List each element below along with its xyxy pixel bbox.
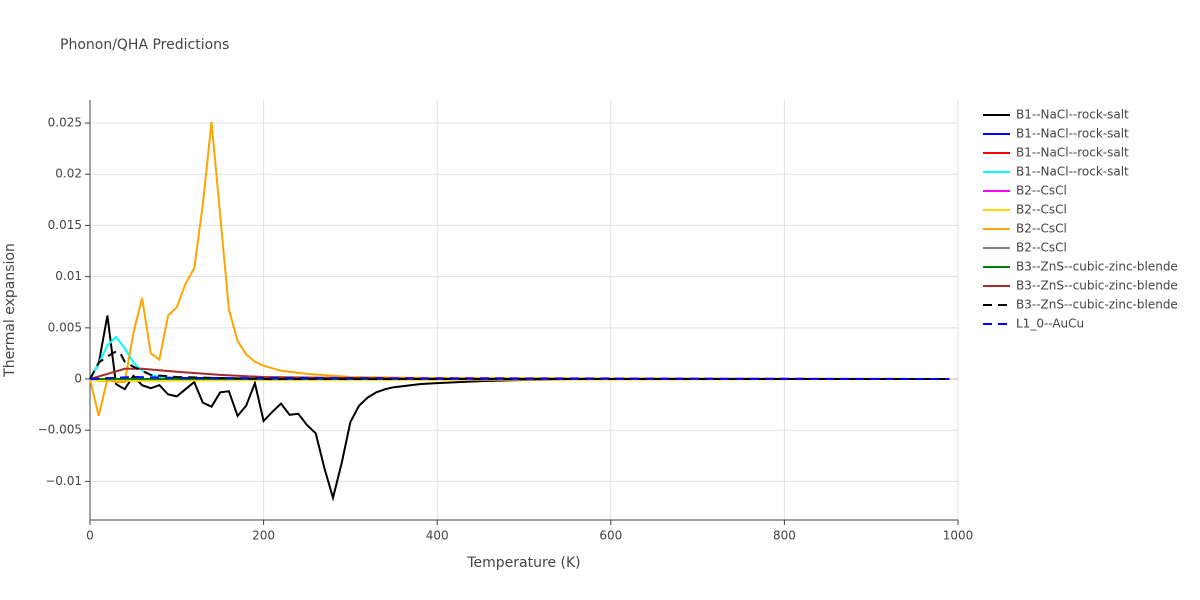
chart-title: Phonon/QHA Predictions [60,37,229,53]
y-tick-label: 0 [74,372,82,386]
x-tick-label: 200 [252,529,275,543]
legend-label: B2--CsCl [1016,241,1067,255]
legend-label: B1--NaCl--rock-salt [1016,146,1129,160]
legend-label: B1--NaCl--rock-salt [1016,165,1129,179]
legend-label: L1_0--AuCu [1016,317,1084,331]
series-line [89,350,950,380]
x-tick-label: 1000 [943,529,974,543]
x-tick-label: 400 [426,529,449,543]
legend-label: B2--CsCl [1016,222,1067,236]
legend-label: B1--NaCl--rock-salt [1016,127,1129,141]
y-tick-label: 0.02 [55,167,82,181]
legend-label: B3--ZnS--cubic-zinc-blende [1016,260,1178,274]
y-tick-label: 0.015 [48,218,82,232]
series-line [89,335,950,380]
x-tick-label: 600 [599,529,622,543]
y-tick-label: 0.025 [48,116,82,130]
y-tick-label: 0.005 [48,320,82,334]
series-line [89,121,950,417]
y-tick-label: −0.005 [38,423,82,437]
y-tick-label: 0.01 [55,269,82,283]
series-line [89,315,950,502]
legend-label: B2--CsCl [1016,203,1067,217]
series-line [89,375,950,380]
legend-label: B3--ZnS--cubic-zinc-blende [1016,298,1178,312]
legend-label: B1--NaCl--rock-salt [1016,108,1129,122]
y-tick-label: −0.01 [45,474,82,488]
x-tick-label: 0 [86,529,94,543]
legend-label: B3--ZnS--cubic-zinc-blende [1016,279,1178,293]
x-tick-label: 800 [773,529,796,543]
x-axis-title: Temperature (K) [466,555,580,571]
legend-label: B2--CsCl [1016,184,1067,198]
y-axis-title: Thermal expansion [2,243,18,378]
